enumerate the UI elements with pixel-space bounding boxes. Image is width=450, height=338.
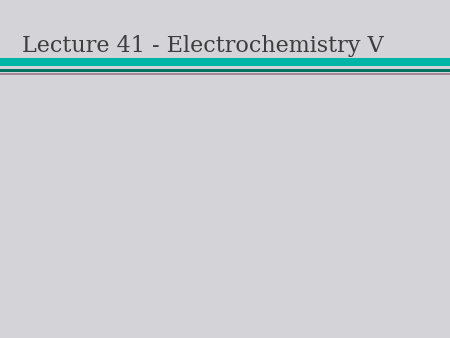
Bar [0, 73, 450, 75]
Bar [0, 58, 450, 66]
Bar [0, 69, 450, 72]
Text: Lecture 41 - Electrochemistry V: Lecture 41 - Electrochemistry V [22, 34, 384, 57]
